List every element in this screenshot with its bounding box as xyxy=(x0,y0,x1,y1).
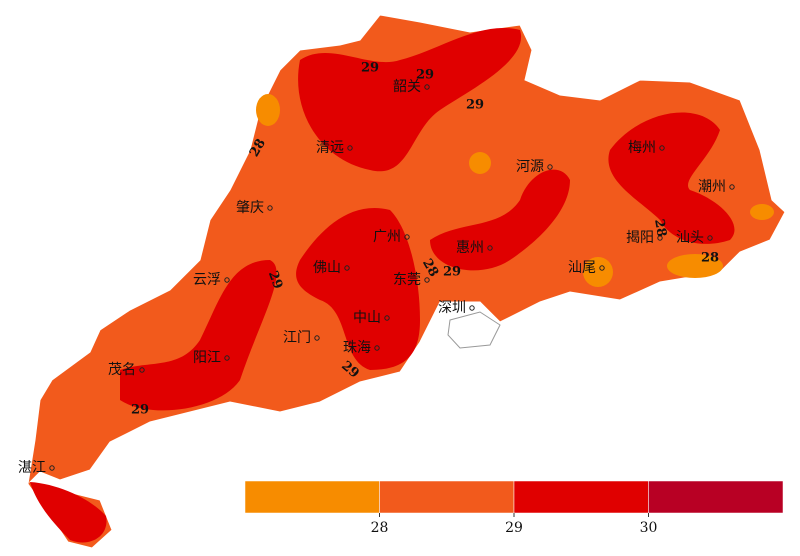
contour-label: 29 xyxy=(265,269,285,291)
city-label: 江门 xyxy=(283,330,311,346)
city-dot xyxy=(707,235,713,241)
city-dot xyxy=(267,205,273,211)
legend-tick-label: 29 xyxy=(505,520,523,536)
legend-tick-label: 30 xyxy=(640,520,658,536)
city-dot xyxy=(487,245,493,251)
hongkong-outline xyxy=(447,311,501,349)
city-label: 茂名 xyxy=(108,361,136,378)
city-label: 肇庆 xyxy=(236,200,264,216)
city-label: 潮州 xyxy=(698,179,726,195)
city-label: 广州 xyxy=(373,229,401,245)
city-label: 中山 xyxy=(353,310,381,326)
city-dot xyxy=(424,84,430,90)
city-label: 佛山 xyxy=(313,260,341,276)
city-dot xyxy=(49,465,55,471)
legend: 28 29 30 xyxy=(244,480,784,536)
city-label: 惠州 xyxy=(456,240,484,256)
contour-label: 29 xyxy=(131,403,149,418)
city-label: 河源 xyxy=(516,159,544,175)
city-dot xyxy=(224,277,230,283)
city-dot xyxy=(384,315,390,321)
city-label: 汕头 xyxy=(676,230,704,246)
province-map xyxy=(27,14,786,549)
city-label: 揭阳 xyxy=(626,230,654,246)
city-label: 汕尾 xyxy=(568,260,596,276)
legend-tick-label: 28 xyxy=(371,520,389,536)
contour-label: 28 xyxy=(701,251,719,266)
city-label: 阳江 xyxy=(193,350,221,366)
legend-swatch xyxy=(513,480,649,514)
city-label: 珠海 xyxy=(343,340,371,356)
city-dot xyxy=(404,234,410,240)
zones-28 xyxy=(256,94,774,287)
city-dot xyxy=(139,367,145,373)
city-dot xyxy=(347,145,353,151)
city-label: 深圳 xyxy=(438,300,466,316)
zones-29 xyxy=(30,27,735,543)
contour-label: 28 xyxy=(651,218,669,238)
contour-label: 29 xyxy=(443,265,461,280)
city-dot xyxy=(314,335,320,341)
city-dot xyxy=(469,305,475,311)
city-dot xyxy=(344,265,350,271)
city-label: 梅州 xyxy=(628,140,656,156)
city-dot xyxy=(424,277,430,283)
city-dot xyxy=(224,355,230,361)
city-label: 云浮 xyxy=(193,272,221,288)
city-label: 清远 xyxy=(316,140,344,156)
contour-label: 29 xyxy=(416,68,434,83)
city-dot xyxy=(657,235,663,241)
contour-label: 29 xyxy=(361,61,379,76)
contour-label: 29 xyxy=(466,98,484,113)
legend-swatch xyxy=(379,480,515,514)
city-label: 韶关 xyxy=(393,79,421,95)
city-dot xyxy=(547,164,553,170)
legend-swatch xyxy=(648,480,784,514)
city-label: 东莞 xyxy=(393,272,421,288)
city-dot xyxy=(374,345,380,351)
legend-swatch xyxy=(244,480,380,514)
city-dot xyxy=(729,184,735,190)
city-dot xyxy=(659,145,665,151)
city-dot xyxy=(599,265,605,271)
city-label: 湛江 xyxy=(18,460,46,476)
